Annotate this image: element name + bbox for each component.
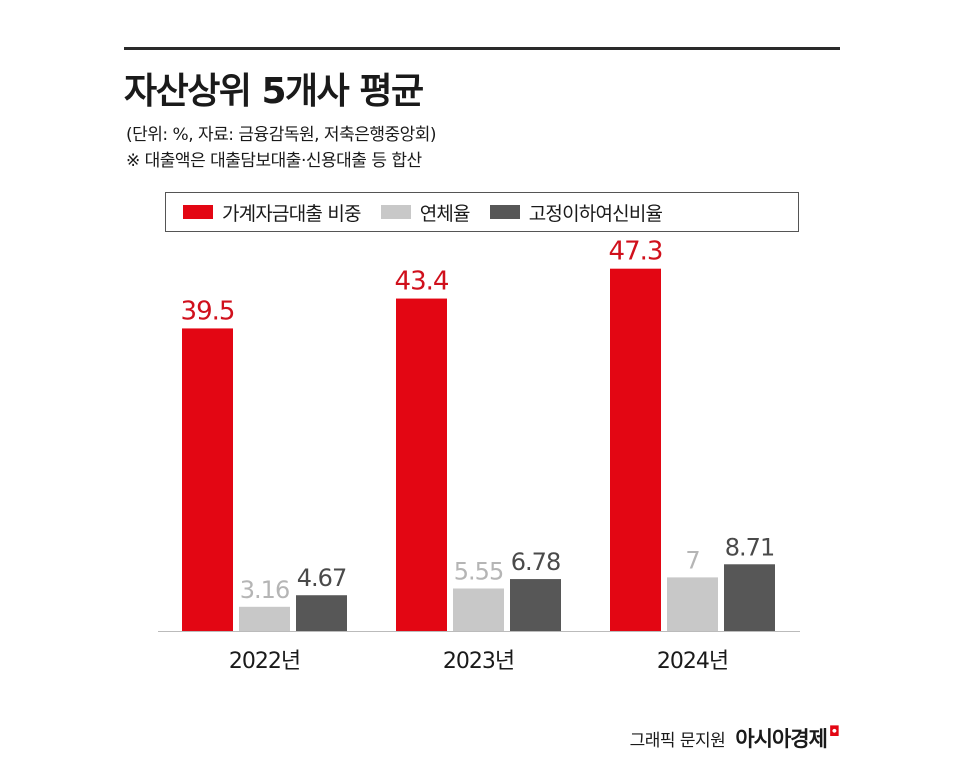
legend-swatch-npl-ratio [489,205,520,219]
legend-swatch-household-loan-share [183,205,213,219]
data-label-household-loan-share-2: 43.4 [395,267,449,297]
chart-title: 자산상위 5개사 평균 [124,71,424,112]
category-label-3: 2024년 [657,649,728,674]
data-label-household-loan-share-3: 47.3 [609,237,663,267]
legend-swatch-delinquency-rate [380,205,411,219]
unit-source-note: (단위: %, 자료: 금융감독원, 저축은행중앙회) [126,125,437,145]
legend-item-npl-ratio: 고정이하여신비율 [489,199,663,226]
category-label-1: 2022년 [229,649,300,674]
brand-logo: 아시아경제 [735,727,828,751]
bar-npl-ratio-3 [724,564,775,631]
bar-delinquency-rate-3 [667,577,718,631]
bar-npl-ratio-2 [510,579,561,631]
loan-definition-note: ※ 대출액은 대출담보대출·신용대출 등 합산 [126,151,422,171]
data-label-delinquency-rate-1: 3.16 [240,576,289,604]
data-label-household-loan-share-1: 39.5 [181,296,235,326]
bar-household-loan-share-3 [610,268,661,631]
top-rule [124,47,840,50]
legend-item-household-loan-share: 가계자금대출 비중 [183,199,361,226]
bar-delinquency-rate-1 [239,606,290,631]
bar-household-loan-share-2 [396,298,447,631]
legend-item-delinquency-rate: 연체율 [380,199,471,226]
legend-label-delinquency-rate: 연체율 [419,202,471,225]
brand-mark-icon: ◘ [828,724,840,740]
legend-label-npl-ratio: 고정이하여신비율 [528,202,663,225]
data-label-npl-ratio-3: 8.71 [725,533,774,561]
legend-label-household-loan-share: 가계자금대출 비중 [222,202,361,225]
data-label-delinquency-rate-2: 5.55 [454,557,503,585]
legend: 가계자금대출 비중 연체율 고정이하여신비율 [165,192,799,232]
data-label-npl-ratio-2: 6.78 [511,548,560,576]
data-label-delinquency-rate-3: 7 [685,546,699,574]
category-label-2: 2023년 [443,649,514,674]
bar-npl-ratio-1 [296,595,347,631]
bar-household-loan-share-1 [182,328,233,631]
footer: 그래픽 문지원 아시아경제 ◘ [630,723,840,753]
data-label-npl-ratio-1: 4.67 [297,564,346,592]
graphic-credit: 그래픽 문지원 [629,730,726,751]
bar-delinquency-rate-2 [453,588,504,631]
